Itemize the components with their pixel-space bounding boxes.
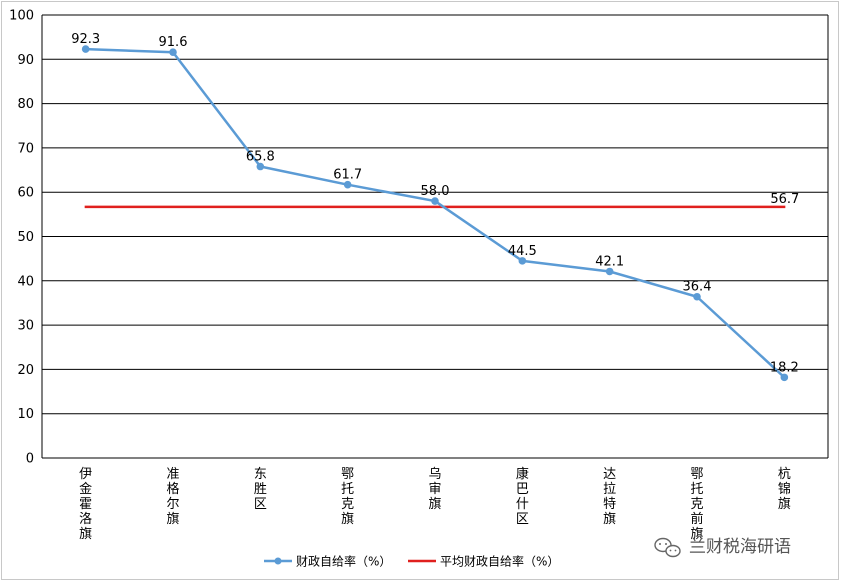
series-line-main bbox=[85, 47, 786, 379]
legend: 财政自给率（%） 平均财政自给率（%） bbox=[264, 554, 559, 569]
data-label: 61.7 bbox=[333, 168, 362, 183]
data-point bbox=[780, 373, 789, 382]
average-value-label: 56.7 bbox=[770, 192, 799, 207]
y-tick-label: 40 bbox=[17, 274, 34, 289]
x-category-label: 乌审旗 bbox=[428, 466, 441, 512]
data-point bbox=[343, 180, 352, 189]
legend-marker-main bbox=[274, 557, 282, 565]
data-point bbox=[693, 292, 701, 301]
average-line-group: 56.7 bbox=[84, 192, 799, 209]
data-point bbox=[518, 257, 527, 265]
x-category-label: 鄂托克前旗 bbox=[690, 467, 703, 542]
data-label: 18.2 bbox=[770, 360, 799, 375]
x-category-label: 杭锦旗 bbox=[778, 467, 791, 512]
y-tick-label: 60 bbox=[17, 186, 34, 201]
y-tick-label: 90 bbox=[17, 53, 34, 68]
watermark-text: 兰财税海研语 bbox=[689, 537, 791, 557]
x-category-label: 康巴什区 bbox=[516, 466, 529, 527]
watermark: 兰财税海研语 bbox=[654, 537, 791, 558]
y-tick-label: 10 bbox=[17, 407, 34, 422]
data-label: 65.8 bbox=[246, 150, 275, 165]
data-point bbox=[256, 162, 265, 171]
data-label: 92.3 bbox=[71, 32, 100, 47]
data-label: 36.4 bbox=[683, 280, 712, 295]
data-point bbox=[169, 48, 177, 57]
y-tick-label: 70 bbox=[17, 141, 34, 156]
y-tick-label: 80 bbox=[17, 97, 34, 112]
wechat-icon bbox=[654, 537, 681, 558]
y-axis-ticks: 0 10 20 30 40 50 60 70 80 90 100 bbox=[9, 9, 34, 467]
x-category-label: 准格尔旗 bbox=[166, 467, 179, 527]
legend-label-main: 财政自给率（%） bbox=[296, 554, 391, 569]
x-category-label: 达拉特旗 bbox=[603, 467, 616, 527]
data-label: 44.5 bbox=[508, 244, 537, 259]
x-category-label: 鄂托克旗 bbox=[341, 467, 354, 527]
x-category-label: 伊金霍洛旗 bbox=[79, 467, 92, 542]
data-point bbox=[81, 45, 90, 53]
y-tick-label: 100 bbox=[9, 9, 34, 24]
x-category-label: 东胜区 bbox=[254, 467, 267, 512]
data-label: 91.6 bbox=[159, 35, 188, 50]
legend-label-average: 平均财政自给率（%） bbox=[440, 554, 559, 569]
data-point bbox=[431, 197, 439, 205]
y-tick-label: 20 bbox=[17, 363, 34, 378]
y-tick-label: 30 bbox=[17, 319, 34, 334]
main-series-group: 92.3 91.6 65.8 61.7 58.0 44.5 42.1 36.4 18.2 bbox=[71, 32, 799, 382]
y-tick-label: 50 bbox=[17, 230, 34, 245]
data-label: 42.1 bbox=[595, 254, 624, 269]
x-axis-categories: 伊金霍洛旗 准格尔旗 东胜区 鄂托克旗 乌审旗 康巴什区 达拉特旗 鄂托克前旗 杭锦旗 bbox=[79, 466, 791, 542]
y-tick-label: 0 bbox=[26, 452, 34, 467]
data-label: 58.0 bbox=[421, 184, 450, 199]
gridlines bbox=[41, 14, 829, 459]
data-point bbox=[605, 267, 614, 276]
